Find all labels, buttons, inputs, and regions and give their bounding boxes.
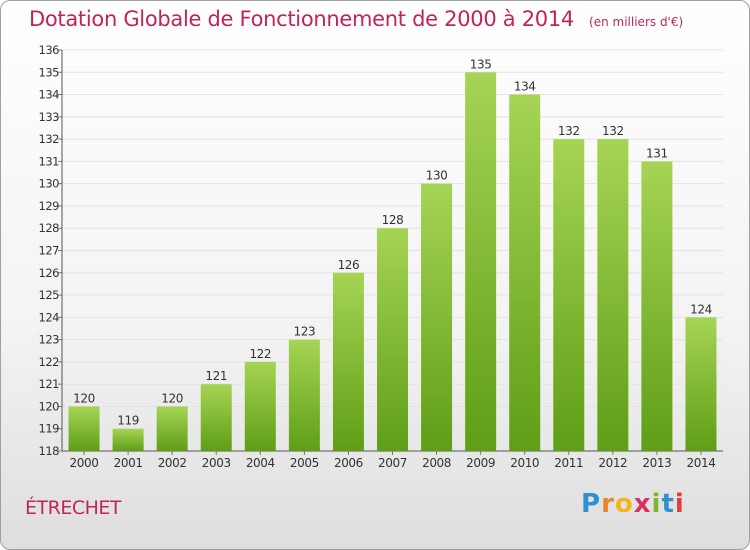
y-tick-label: 118 (39, 444, 60, 458)
chart-unit: (en milliers d'€) (589, 15, 684, 29)
bar (465, 72, 497, 452)
bar-value-label: 135 (470, 57, 492, 71)
brand-letter: o (614, 489, 634, 519)
y-tick-label: 136 (39, 43, 60, 57)
x-tick-label: 2002 (158, 456, 187, 470)
y-tick-label: 123 (39, 333, 60, 347)
bar-value-label: 130 (426, 169, 448, 183)
y-tick-label: 125 (39, 288, 60, 302)
y-tick-label: 128 (39, 221, 60, 235)
x-tick-label: 2012 (598, 456, 627, 470)
title-row: Dotation Globale de Fonctionnement de 20… (29, 7, 683, 31)
bar-value-label: 126 (338, 258, 360, 272)
bar (553, 139, 585, 451)
y-tick-label: 133 (39, 110, 60, 124)
bar (421, 183, 453, 451)
bar (68, 406, 100, 451)
x-tick-label: 2013 (642, 456, 671, 470)
bar-value-label: 120 (73, 391, 95, 405)
x-tick-label: 2006 (334, 456, 363, 470)
bar-value-label: 122 (249, 347, 271, 361)
bar-value-label: 121 (205, 369, 227, 383)
bar-layer (68, 72, 717, 452)
x-tick-label: 2008 (422, 456, 451, 470)
y-tick-label: 120 (39, 399, 60, 413)
brand-letter: x (633, 489, 652, 519)
brand-letter: i (674, 489, 685, 519)
y-tick-label: 122 (39, 355, 60, 369)
y-tick-label: 119 (39, 422, 60, 436)
bar (332, 272, 364, 451)
x-tick-label: 2000 (70, 456, 99, 470)
y-tick-label: 129 (39, 199, 60, 213)
bar-value-label: 123 (294, 325, 316, 339)
bar-value-label: 131 (646, 146, 668, 160)
commune-name: ÉTRECHET (25, 497, 121, 519)
brand-logo: Proxiti (581, 489, 685, 519)
bar (685, 317, 717, 451)
y-tick-label: 131 (39, 154, 60, 168)
axis-layer: 1181191201211221231241251261271281291301… (39, 43, 723, 470)
x-tick-label: 2001 (114, 456, 143, 470)
x-tick-label: 2003 (202, 456, 231, 470)
y-tick-label: 134 (39, 88, 60, 102)
bar-value-label: 124 (690, 302, 712, 316)
x-tick-label: 2011 (554, 456, 583, 470)
bar-value-label: 132 (558, 124, 580, 138)
y-tick-label: 127 (39, 244, 60, 258)
bar (509, 94, 541, 452)
bar (641, 161, 673, 451)
x-tick-label: 2009 (466, 456, 495, 470)
y-tick-label: 126 (39, 266, 60, 280)
bar (156, 406, 188, 451)
y-tick-label: 121 (39, 377, 60, 391)
brand-letter: P (581, 489, 602, 519)
chart-title: Dotation Globale de Fonctionnement de 20… (29, 7, 574, 31)
bar-value-label: 120 (161, 391, 183, 405)
x-tick-label: 2014 (686, 456, 715, 470)
bar (377, 228, 408, 451)
brand-letter: r (601, 489, 615, 519)
brand-letter: i (651, 489, 662, 519)
bar (244, 361, 276, 451)
x-tick-label: 2005 (290, 456, 319, 470)
brand-letter: t (661, 489, 675, 519)
x-tick-label: 2007 (378, 456, 407, 470)
y-tick-label: 135 (39, 65, 60, 79)
x-tick-label: 2010 (510, 456, 539, 470)
y-tick-label: 124 (39, 310, 60, 324)
bar (288, 339, 320, 451)
x-tick-label: 2004 (246, 456, 275, 470)
bar-value-label: 134 (514, 80, 536, 94)
label-layer: 120 119 120 121 122 123 126 128 130 135 134 132 132 1… (73, 57, 712, 427)
y-tick-label: 130 (39, 177, 60, 191)
bar (597, 139, 629, 451)
bar-value-label: 128 (382, 213, 404, 227)
bar (112, 428, 144, 451)
bar-value-label: 119 (117, 414, 139, 428)
bar-value-label: 132 (602, 124, 624, 138)
y-tick-label: 132 (39, 132, 60, 146)
bar (200, 384, 232, 451)
